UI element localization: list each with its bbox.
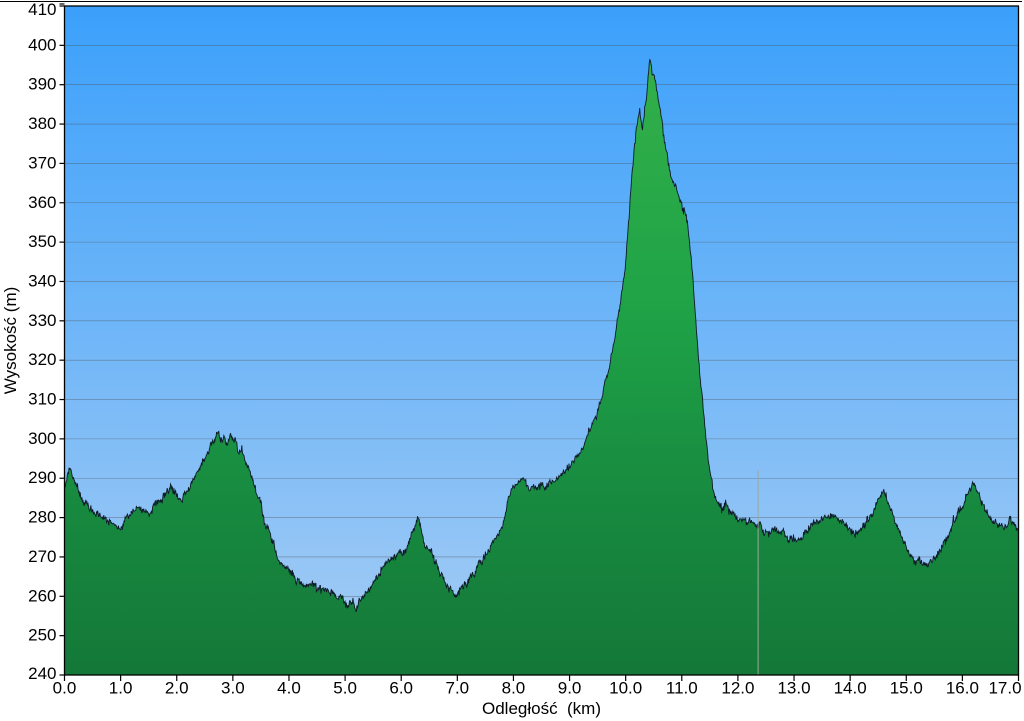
svg-text:4.0: 4.0 [277,679,301,698]
svg-text:6.0: 6.0 [389,679,413,698]
svg-text:250: 250 [28,626,56,645]
svg-text:350: 350 [28,232,56,251]
svg-text:5.0: 5.0 [333,679,357,698]
svg-text:8.0: 8.0 [502,679,526,698]
svg-text:300: 300 [28,429,56,448]
svg-text:10.0: 10.0 [609,679,642,698]
svg-text:310: 310 [28,390,56,409]
svg-text:270: 270 [28,547,56,566]
svg-text:280: 280 [28,508,56,527]
svg-text:320: 320 [28,350,56,369]
svg-text:410: 410 [28,0,56,19]
svg-text:340: 340 [28,271,56,290]
svg-text:Odległość (km): Odległość (km) [482,699,601,718]
svg-text:15.0: 15.0 [890,679,923,698]
svg-text:1.0: 1.0 [109,679,133,698]
svg-text:400: 400 [28,35,56,54]
svg-text:290: 290 [28,468,56,487]
svg-text:330: 330 [28,311,56,330]
svg-text:9.0: 9.0 [558,679,582,698]
svg-text:2.0: 2.0 [165,679,189,698]
svg-text:12.0: 12.0 [721,679,754,698]
svg-text:0.0: 0.0 [53,679,77,698]
svg-text:3.0: 3.0 [221,679,245,698]
svg-text:14.0: 14.0 [834,679,867,698]
svg-text:11.0: 11.0 [666,679,698,698]
svg-text:Wysokość (m): Wysokość (m) [1,287,20,395]
svg-text:17.0: 17.0 [988,679,1021,698]
svg-text:380: 380 [28,114,56,133]
svg-text:370: 370 [28,153,56,172]
svg-text:360: 360 [28,193,56,212]
svg-text:390: 390 [28,75,56,94]
svg-text:260: 260 [28,586,56,605]
svg-text:13.0: 13.0 [777,679,810,698]
svg-text:16.0: 16.0 [946,679,979,698]
svg-text:7.0: 7.0 [445,679,469,698]
